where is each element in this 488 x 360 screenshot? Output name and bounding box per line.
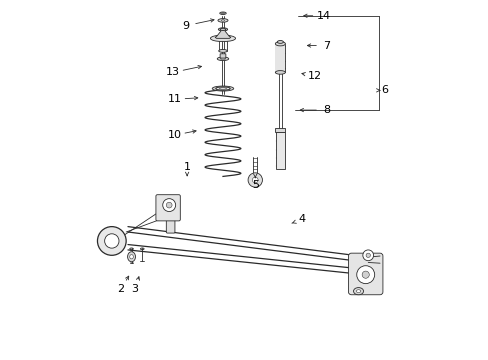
Circle shape [104,234,119,248]
Circle shape [252,177,258,183]
Text: 2: 2 [117,284,124,294]
Text: 1: 1 [183,162,190,172]
FancyBboxPatch shape [166,217,175,233]
Ellipse shape [221,20,224,21]
Ellipse shape [218,28,227,31]
Ellipse shape [277,41,283,43]
Circle shape [247,173,262,187]
Text: 8: 8 [323,105,330,115]
Text: 5: 5 [251,180,258,190]
Bar [275,44,285,72]
Ellipse shape [217,57,228,60]
Text: 13: 13 [165,67,180,77]
Text: 9: 9 [182,21,188,31]
Circle shape [97,226,126,255]
Bar [275,128,285,132]
Text: 6: 6 [380,85,387,95]
Ellipse shape [215,87,230,90]
Ellipse shape [129,248,133,250]
Circle shape [362,250,373,261]
Circle shape [163,199,175,212]
Ellipse shape [221,13,224,14]
FancyBboxPatch shape [156,195,180,221]
Ellipse shape [220,58,225,60]
Circle shape [166,202,172,208]
Ellipse shape [275,71,285,74]
Text: 4: 4 [298,215,305,224]
Ellipse shape [218,19,227,22]
Ellipse shape [219,12,226,14]
Ellipse shape [212,86,233,91]
Ellipse shape [210,35,235,41]
Ellipse shape [221,29,224,30]
Ellipse shape [356,290,360,293]
Bar [275,132,285,168]
Ellipse shape [129,255,133,259]
Circle shape [362,271,368,278]
Ellipse shape [353,288,363,295]
Text: 3: 3 [131,284,138,294]
Circle shape [356,266,374,284]
Text: 14: 14 [316,11,330,21]
Text: 10: 10 [167,130,181,140]
Text: 7: 7 [323,41,330,50]
Ellipse shape [275,41,285,46]
Ellipse shape [140,248,144,250]
Circle shape [366,253,369,257]
FancyBboxPatch shape [348,253,382,295]
Text: 12: 12 [307,71,321,81]
FancyBboxPatch shape [220,54,225,58]
Ellipse shape [220,28,225,31]
Ellipse shape [127,252,135,262]
Text: 11: 11 [167,94,181,104]
Polygon shape [215,30,230,39]
Ellipse shape [218,49,227,52]
